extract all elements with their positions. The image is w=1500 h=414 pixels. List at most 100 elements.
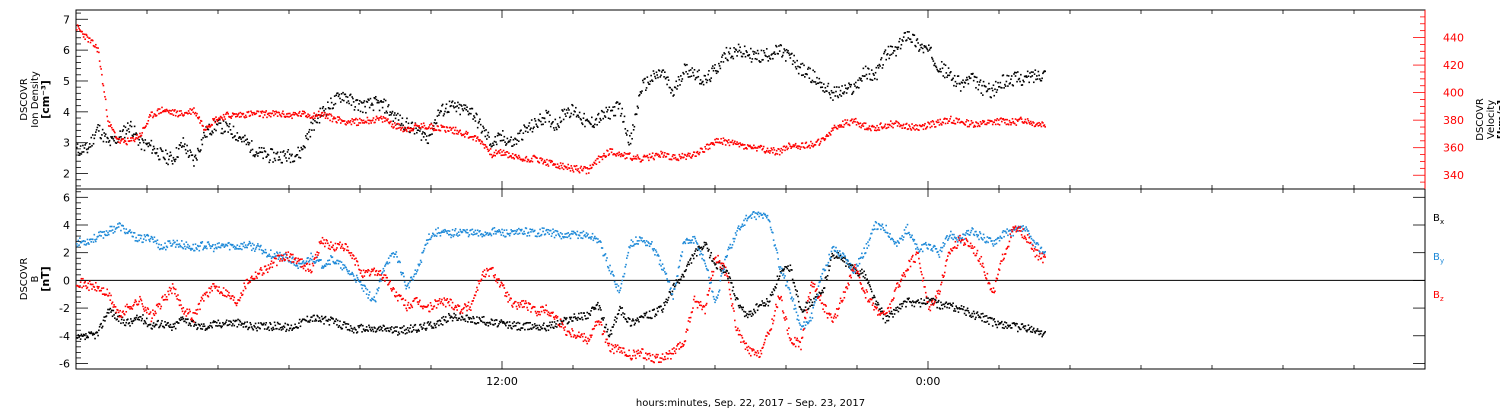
- density-point: [503, 139, 505, 141]
- density-point: [603, 112, 605, 114]
- bx-point: [528, 322, 530, 324]
- density-point: [686, 64, 688, 66]
- by-point: [180, 246, 182, 248]
- by-point: [792, 300, 794, 302]
- by-point: [188, 247, 190, 249]
- velocity-point: [170, 113, 172, 115]
- velocity-point: [799, 148, 801, 150]
- velocity-point: [812, 143, 814, 145]
- by-point: [315, 262, 317, 264]
- density-point: [746, 51, 748, 53]
- density-point: [385, 100, 387, 102]
- velocity-point: [729, 145, 731, 147]
- bx-point: [434, 323, 436, 325]
- density-point: [608, 117, 610, 119]
- by-point: [580, 232, 582, 234]
- velocity-point: [495, 150, 497, 152]
- bx-point: [891, 311, 893, 313]
- by-point: [123, 228, 125, 230]
- velocity-point: [720, 142, 722, 144]
- bx-point: [114, 317, 116, 319]
- bx-point: [752, 314, 754, 316]
- density-point: [540, 121, 542, 123]
- density-point: [579, 112, 581, 114]
- velocity-point: [863, 125, 865, 127]
- by-point: [516, 231, 518, 233]
- density-point: [812, 80, 814, 82]
- by-point: [566, 233, 568, 235]
- density-y-tick-label: 4: [63, 106, 70, 119]
- by-point: [310, 258, 312, 260]
- by-point: [666, 278, 668, 280]
- density-point: [472, 108, 474, 110]
- velocity-point: [1017, 120, 1019, 122]
- density-point: [367, 101, 369, 103]
- velocity-point: [790, 147, 792, 149]
- bx-point: [436, 323, 438, 325]
- bx-point: [974, 313, 976, 315]
- velocity-point: [432, 125, 434, 127]
- bx-point: [735, 299, 737, 301]
- velocity-point: [685, 154, 687, 156]
- density-point: [287, 151, 289, 153]
- density-point: [713, 67, 715, 69]
- density-point: [650, 81, 652, 83]
- velocity-point: [518, 155, 520, 157]
- bx-point: [761, 300, 763, 302]
- density-point: [351, 104, 353, 106]
- density-point: [284, 155, 286, 157]
- velocity-point: [125, 140, 127, 142]
- density-point: [688, 70, 690, 72]
- bx-point: [134, 317, 136, 319]
- by-point: [550, 230, 552, 232]
- bx-point: [77, 337, 79, 339]
- bx-point: [664, 304, 666, 306]
- velocity-point: [269, 112, 271, 114]
- velocity-point: [82, 33, 84, 35]
- by-point: [205, 247, 207, 249]
- bx-point: [563, 320, 565, 322]
- density-point: [1033, 81, 1035, 83]
- by-point: [471, 233, 473, 235]
- velocity-point: [374, 122, 376, 124]
- bx-point: [443, 316, 445, 318]
- bx-point: [291, 325, 293, 327]
- density-point: [682, 78, 684, 80]
- velocity-point: [206, 126, 208, 128]
- by-point: [209, 245, 211, 247]
- density-point: [718, 63, 720, 65]
- density-point: [455, 106, 457, 108]
- density-point: [346, 102, 348, 104]
- bx-point: [581, 317, 583, 319]
- bx-point: [905, 306, 907, 308]
- by-point: [674, 288, 676, 290]
- velocity-point: [1014, 123, 1016, 125]
- density-point: [973, 80, 975, 82]
- density-point: [687, 73, 689, 75]
- bx-point: [164, 321, 166, 323]
- density-point: [307, 139, 309, 141]
- bx-point: [345, 327, 347, 329]
- velocity-point: [653, 159, 655, 161]
- velocity-point: [860, 122, 862, 124]
- bx-point: [927, 297, 929, 299]
- velocity-point: [337, 116, 339, 118]
- bx-point: [1016, 323, 1018, 325]
- density-point: [469, 113, 471, 115]
- velocity-point: [156, 115, 158, 117]
- bx-point: [500, 319, 502, 321]
- bx-point: [936, 302, 938, 304]
- bx-point: [951, 304, 953, 306]
- density-point: [390, 114, 392, 116]
- by-point: [415, 273, 417, 275]
- velocity-point: [732, 140, 734, 142]
- velocity-point: [570, 170, 572, 172]
- by-point: [186, 241, 188, 243]
- density-point: [676, 88, 678, 90]
- by-point: [86, 243, 88, 245]
- bx-point: [675, 279, 677, 281]
- bx-point: [535, 325, 537, 327]
- bx-point: [754, 310, 756, 312]
- by-point: [805, 324, 807, 326]
- bx-point: [101, 327, 103, 329]
